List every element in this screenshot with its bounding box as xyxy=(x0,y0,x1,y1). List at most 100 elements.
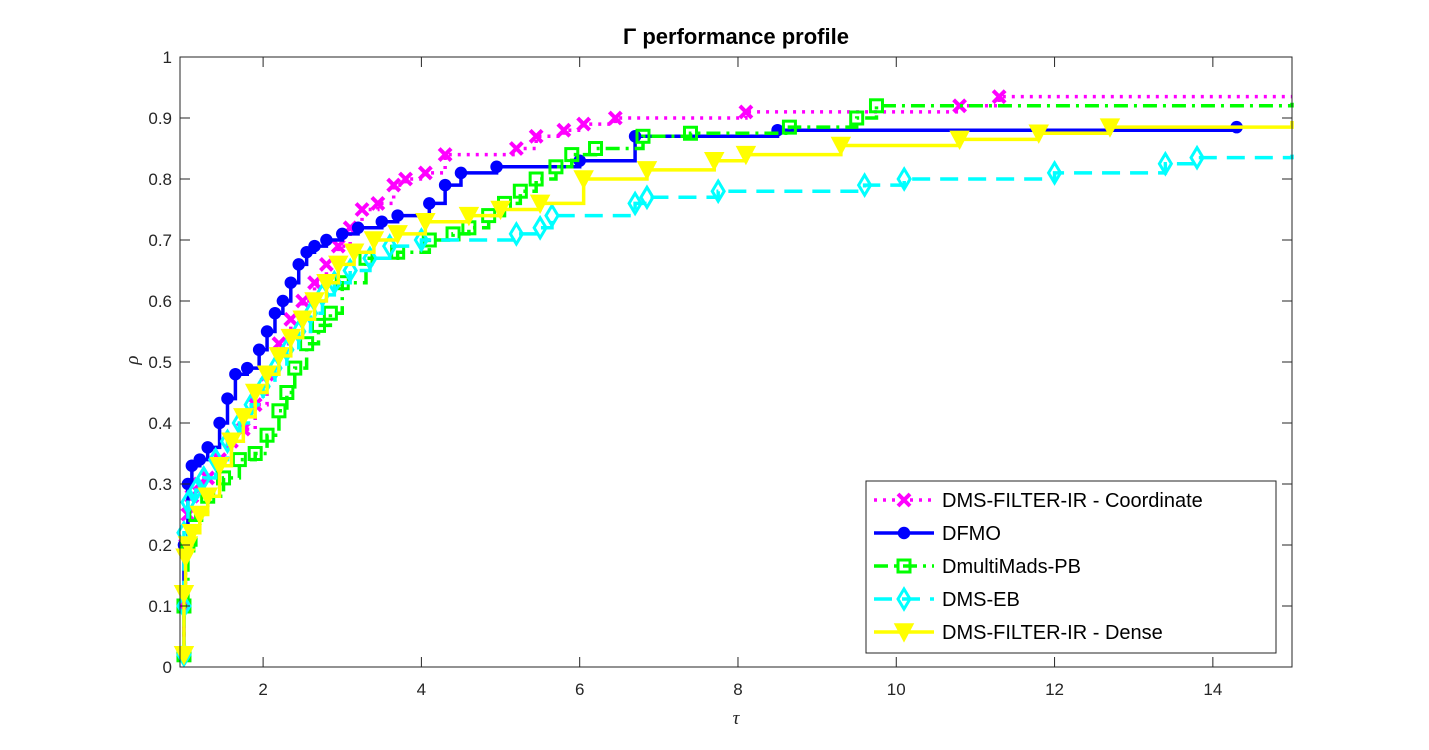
data-point xyxy=(328,255,349,276)
legend-label: DMS-FILTER-IR - Coordinate xyxy=(942,490,1203,512)
data-point xyxy=(849,110,865,126)
y-tick-label: 0.3 xyxy=(148,475,172,494)
data-point xyxy=(508,141,524,156)
data-point xyxy=(181,524,203,544)
data-point xyxy=(292,258,305,271)
data-point xyxy=(311,317,327,333)
data-point xyxy=(576,116,592,132)
data-point xyxy=(188,477,204,504)
legend-marker xyxy=(896,558,912,574)
data-point xyxy=(256,365,278,385)
data-point xyxy=(221,392,234,405)
data-point xyxy=(197,487,218,507)
data-point xyxy=(322,305,338,321)
data-point xyxy=(529,194,551,215)
data-point xyxy=(343,243,365,263)
data-point xyxy=(512,183,528,199)
legend-entry-2: DmultiMads-PB xyxy=(874,556,1081,578)
data-point xyxy=(221,432,242,452)
data-point xyxy=(268,306,282,320)
data-point xyxy=(490,200,511,221)
data-point xyxy=(375,215,389,228)
series-line xyxy=(182,102,1294,655)
legend-marker xyxy=(897,526,911,540)
data-point xyxy=(201,441,214,454)
data-point xyxy=(830,136,852,157)
x-tick-label: 10 xyxy=(887,680,906,699)
legend-entry-1: DFMO xyxy=(874,523,1001,545)
y-tick-label: 0.7 xyxy=(148,231,172,250)
x-tick-label: 4 xyxy=(417,680,426,699)
data-point xyxy=(308,239,321,253)
y-axis-label: ρ xyxy=(122,355,143,365)
data-point xyxy=(233,408,254,428)
data-point xyxy=(781,119,797,135)
x-tick-label: 12 xyxy=(1045,680,1064,699)
data-point xyxy=(319,256,334,272)
data-point xyxy=(287,360,303,376)
data-point xyxy=(437,147,453,163)
data-point xyxy=(639,184,655,211)
data-point xyxy=(387,225,408,245)
data-point xyxy=(304,292,325,312)
data-point xyxy=(508,220,525,247)
data-point xyxy=(295,293,311,309)
data-point xyxy=(738,104,754,120)
data-point xyxy=(320,233,333,247)
data-point xyxy=(292,310,313,330)
data-point xyxy=(193,453,207,466)
data-point xyxy=(391,209,404,222)
data-point xyxy=(896,166,912,192)
data-point xyxy=(1046,159,1063,186)
y-tick-label: 1 xyxy=(163,48,172,67)
data-point xyxy=(284,276,298,289)
data-point xyxy=(490,160,503,174)
data-point xyxy=(271,403,287,419)
data-point xyxy=(381,233,398,260)
data-point xyxy=(532,214,548,241)
data-point xyxy=(548,159,564,175)
data-point xyxy=(180,489,196,516)
data-point xyxy=(241,361,254,375)
x-tick-label: 6 xyxy=(575,680,584,699)
data-point xyxy=(1099,118,1121,138)
data-point xyxy=(276,294,290,308)
y-tick-label: 0.6 xyxy=(148,292,172,311)
data-point xyxy=(458,206,480,227)
data-point xyxy=(682,125,698,141)
data-point xyxy=(307,275,322,291)
data-point xyxy=(588,141,604,156)
legend-label: DmultiMads-PB xyxy=(942,556,1081,578)
x-tick-label: 2 xyxy=(258,680,267,699)
data-point xyxy=(386,177,402,193)
legend-label: DFMO xyxy=(942,523,1001,545)
data-point xyxy=(299,336,315,352)
legend-marker xyxy=(893,623,915,643)
data-point xyxy=(423,197,436,210)
y-tick-label: 0.4 xyxy=(148,414,172,433)
data-point xyxy=(209,456,230,477)
data-point xyxy=(231,452,247,468)
data-point xyxy=(247,446,263,461)
data-point xyxy=(949,130,970,150)
data-point xyxy=(607,110,623,126)
legend-marker xyxy=(896,492,912,508)
data-point xyxy=(636,161,658,181)
data-point xyxy=(991,89,1007,105)
data-point xyxy=(173,646,195,666)
legend-marker xyxy=(896,586,912,612)
data-point xyxy=(556,122,572,138)
y-tick-label: 0 xyxy=(163,658,172,677)
y-tick-label: 0.9 xyxy=(148,109,172,128)
legend-box xyxy=(865,480,1277,654)
data-point xyxy=(528,171,544,187)
data-point xyxy=(207,446,224,473)
data-point xyxy=(362,245,378,272)
chart-title: Γ performance profile xyxy=(623,24,849,49)
data-point xyxy=(628,130,642,143)
legend-label: DMS-EB xyxy=(942,589,1020,611)
legend-entry-0: DMS-FILTER-IR - Coordinate xyxy=(874,490,1203,512)
data-point xyxy=(1189,144,1205,171)
data-point xyxy=(564,147,580,163)
